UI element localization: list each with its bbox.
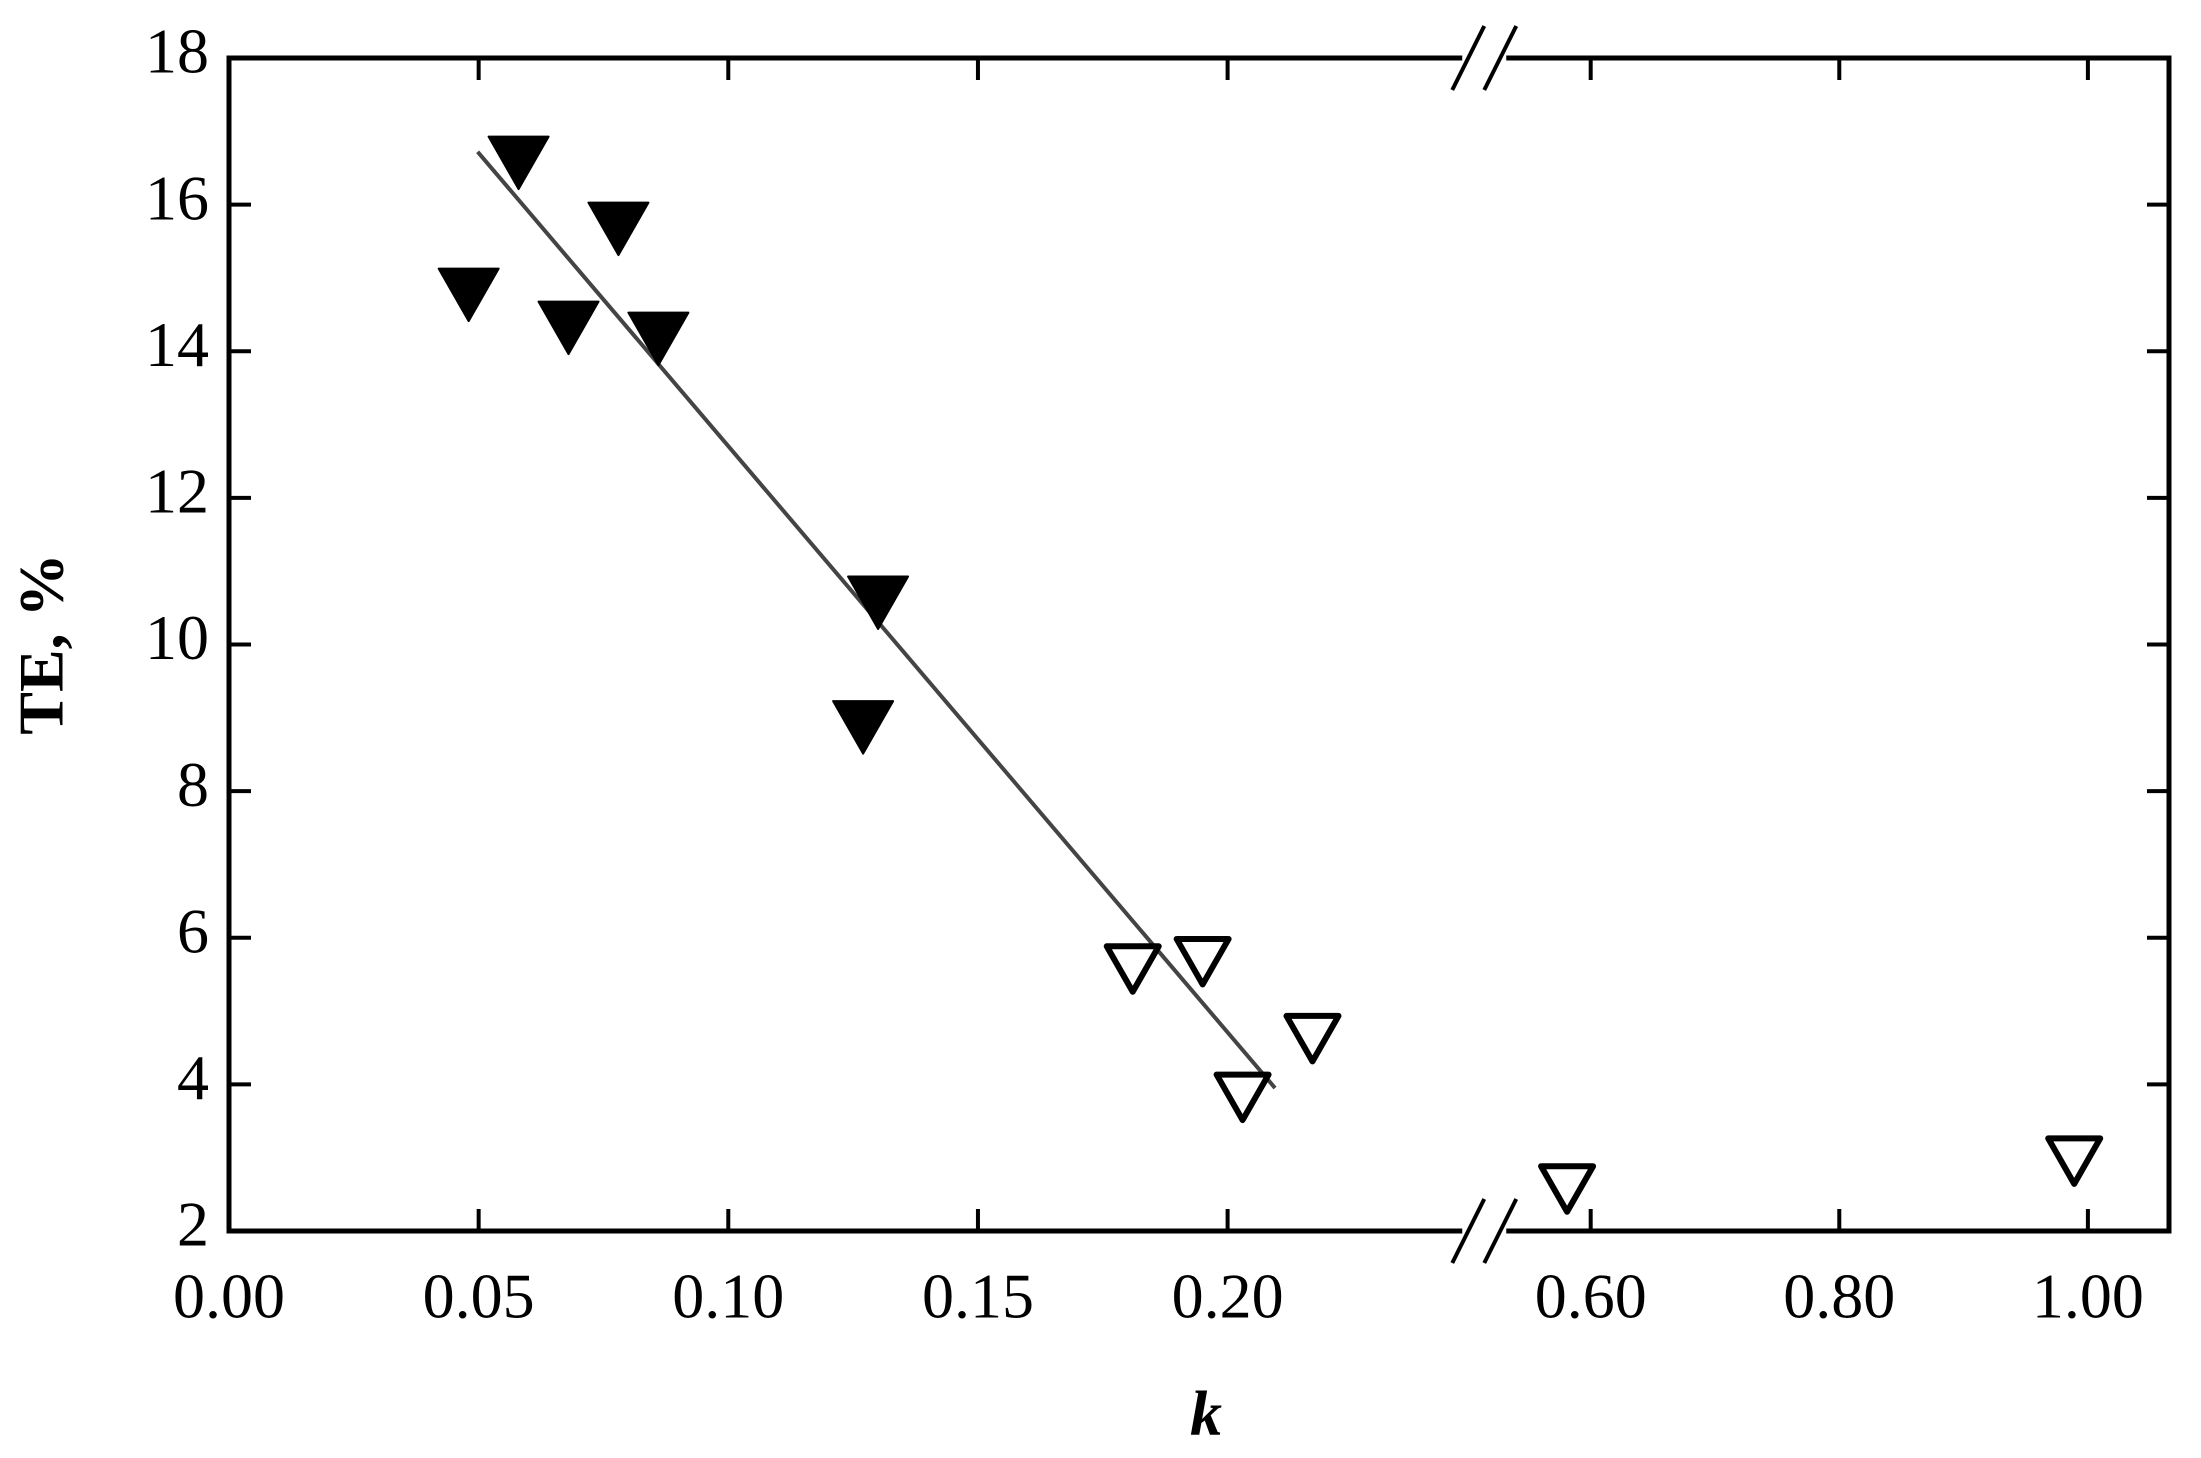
x-tick-label: 0.15 xyxy=(922,1261,1034,1332)
axis-break-mark xyxy=(1482,1198,1519,1264)
x-tick-label: 0.20 xyxy=(1172,1261,1284,1332)
marker xyxy=(1213,1071,1272,1124)
plot-frame xyxy=(226,55,2172,1234)
y-tick-label: 2 xyxy=(177,1189,209,1260)
marker xyxy=(2045,1135,2104,1187)
y-tick-label: 4 xyxy=(177,1042,209,1113)
marker xyxy=(1538,1163,1597,1215)
y-axis-title: TE, % xyxy=(6,553,77,734)
y-tick-label: 16 xyxy=(145,162,209,233)
marker xyxy=(1283,1012,1342,1065)
x-tick-label: 0.60 xyxy=(1535,1261,1647,1332)
x-tick-label: 1.00 xyxy=(2032,1261,2144,1332)
x-tick-label: 0.05 xyxy=(423,1261,535,1332)
y-tick-label: 8 xyxy=(177,749,209,820)
y-tick-label: 14 xyxy=(145,309,209,380)
marker xyxy=(1173,935,1232,988)
axis-break-mark xyxy=(1482,25,1519,91)
x-axis-title: k xyxy=(1190,1378,1222,1449)
axis-break-gap xyxy=(1462,52,1507,64)
y-tick-label: 10 xyxy=(145,602,209,673)
axis-break-mark xyxy=(1450,25,1487,91)
x-tick-label: 0.80 xyxy=(1783,1261,1895,1332)
axis-break-gap xyxy=(1462,1225,1507,1237)
x-tick-label: 0.00 xyxy=(173,1261,285,1332)
y-tick-label: 12 xyxy=(145,456,209,527)
axis-break-mark xyxy=(1450,1198,1487,1264)
x-tick-label: 0.10 xyxy=(672,1261,784,1332)
y-tick-label: 18 xyxy=(145,16,209,87)
marker xyxy=(537,300,600,356)
marker xyxy=(832,700,895,755)
marker xyxy=(437,267,500,323)
y-tick-label: 6 xyxy=(177,895,209,966)
marker xyxy=(487,135,550,191)
marker xyxy=(847,575,910,631)
marker xyxy=(627,311,690,367)
marker xyxy=(587,201,650,257)
marker xyxy=(1103,943,1162,995)
